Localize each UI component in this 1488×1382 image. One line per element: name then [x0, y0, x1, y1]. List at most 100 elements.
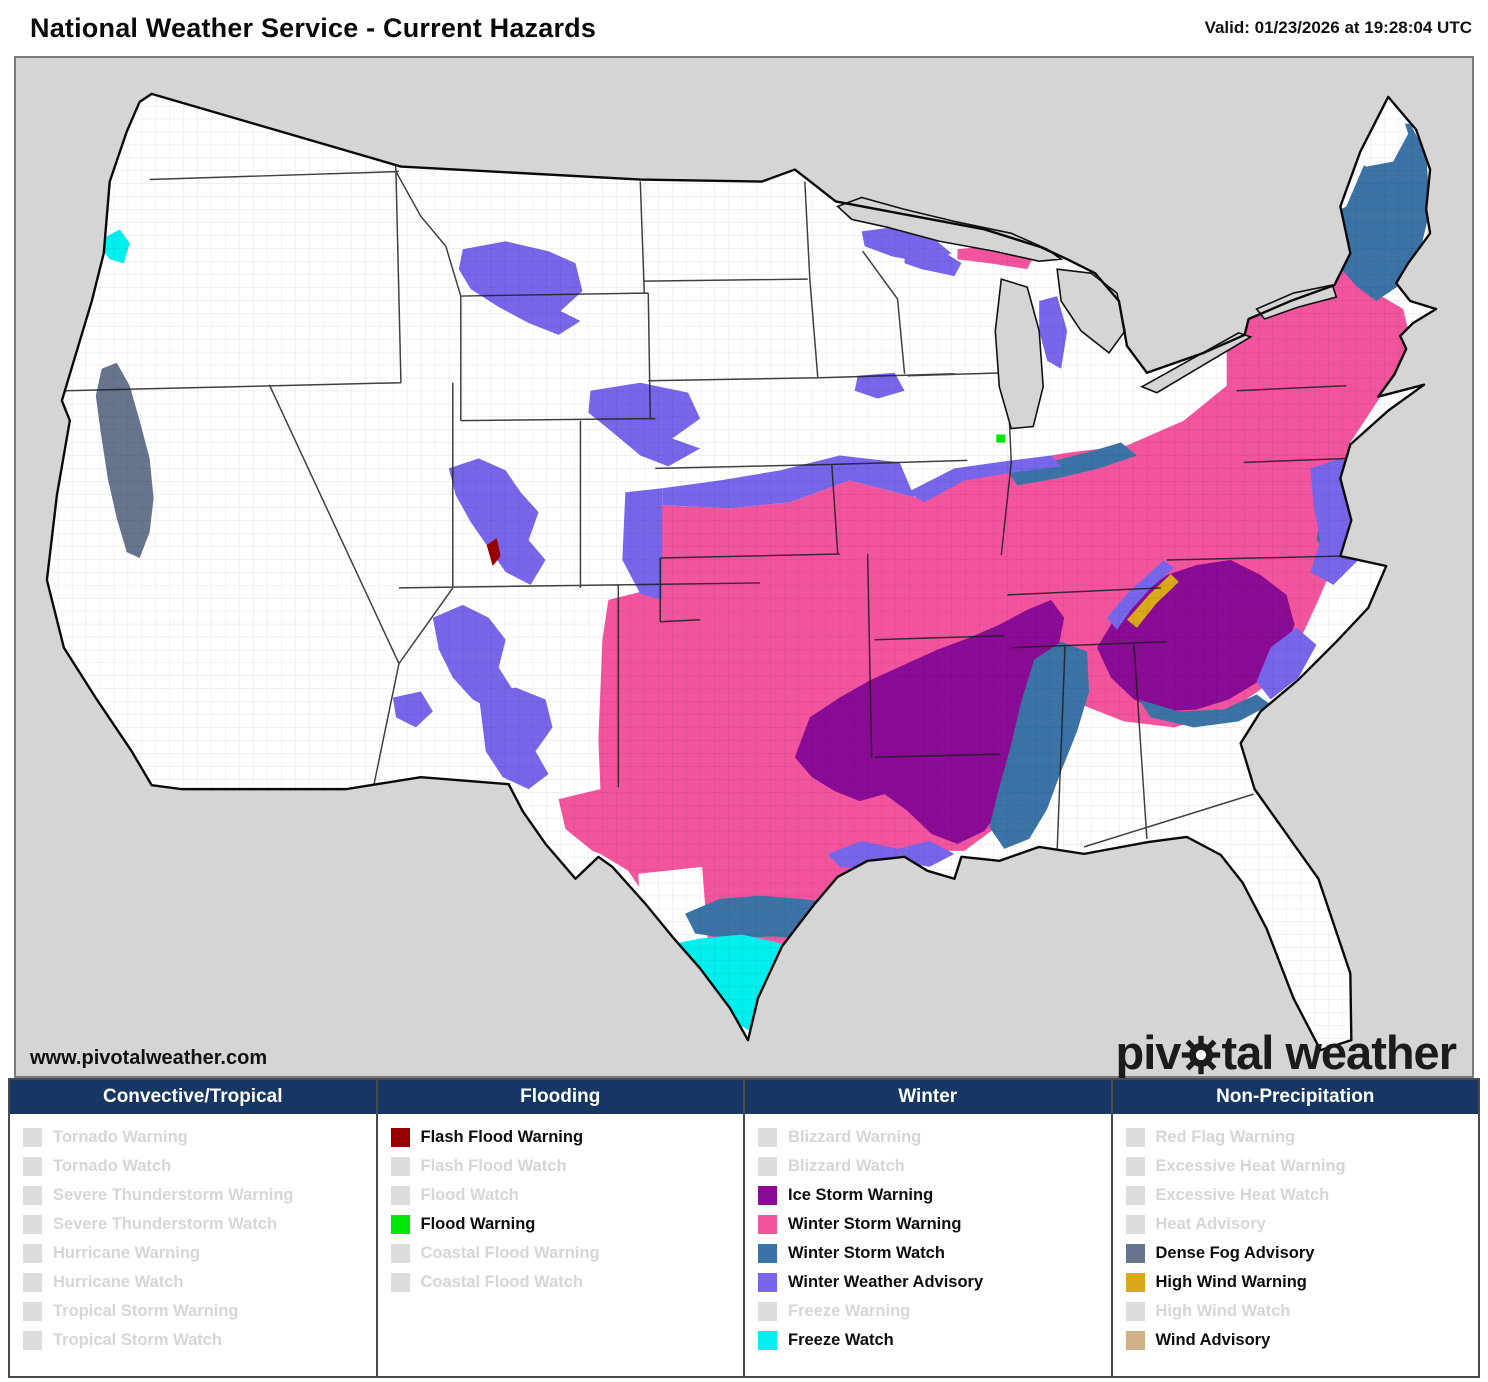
legend-header-winter: Winter — [745, 1080, 1111, 1114]
high-wind-watch-swatch — [1125, 1302, 1145, 1321]
coastal-flood-warning-swatch — [390, 1244, 410, 1263]
legend-item-winter-storm-watch: Winter Storm Watch — [758, 1239, 1111, 1268]
blizzard-warning-swatch — [758, 1128, 777, 1147]
excessive-heat-watch-swatch — [1125, 1186, 1145, 1205]
legend-item-label: Tropical Storm Watch — [53, 1331, 222, 1349]
legend-item-label: Blizzard Warning — [788, 1128, 922, 1146]
winter-storm-watch-swatch — [758, 1244, 777, 1263]
legend-item-tropical-storm-warning: Tropical Storm Warning — [23, 1297, 376, 1326]
legend-item-label: Winter Storm Warning — [788, 1215, 962, 1233]
severe-thunderstorm-warning-swatch — [23, 1186, 42, 1205]
freeze-warning-swatch — [758, 1302, 777, 1321]
tropical-storm-watch-swatch — [23, 1331, 42, 1350]
legend-column-convective-tropical: Convective/Tropical Tornado Warning Tornad… — [10, 1080, 378, 1376]
legend-item-label: High Wind Watch — [1155, 1302, 1291, 1320]
legend-item-winter-storm-warning: Winter Storm Warning — [758, 1210, 1111, 1239]
heat-advisory-swatch — [1125, 1215, 1145, 1234]
flood-watch-swatch — [390, 1186, 410, 1205]
legend-item-label: Tornado Watch — [53, 1157, 172, 1175]
legend-item-label: Flash Flood Warning — [420, 1128, 584, 1146]
legend-item-dense-fog-advisory: Dense Fog Advisory — [1125, 1239, 1479, 1268]
legend-item-blizzard-watch: Blizzard Watch — [758, 1152, 1111, 1181]
legend-item-label: Flash Flood Watch — [420, 1157, 567, 1175]
legend-item-label: Severe Thunderstorm Warning — [53, 1186, 294, 1204]
red-flag-warning-swatch — [1125, 1128, 1145, 1147]
legend-item-label: Wind Advisory — [1155, 1331, 1271, 1349]
ice-storm-warning-swatch — [758, 1186, 777, 1205]
us-outline — [45, 92, 1438, 1052]
legend-item-coastal-flood-warning: Coastal Flood Warning — [390, 1239, 744, 1268]
high-wind-warning-swatch — [1125, 1273, 1145, 1292]
legend-item-ice-storm-warning: Ice Storm Warning — [758, 1181, 1111, 1210]
legend-item-high-wind-warning: High Wind Warning — [1125, 1268, 1479, 1297]
winter-weather-advisory-swatch — [758, 1273, 777, 1292]
legend-item-tornado-warning: Tornado Warning — [23, 1123, 376, 1152]
pivotal-weather-logo: piv tal weather — [1115, 1026, 1457, 1079]
legend-item-flash-flood-watch: Flash Flood Watch — [390, 1152, 744, 1181]
excessive-heat-warning-swatch — [1125, 1157, 1145, 1176]
legend-item-red-flag-warning: Red Flag Warning — [1125, 1123, 1479, 1152]
legend-item-coastal-flood-watch: Coastal Flood Watch — [390, 1268, 744, 1297]
legend-item-label: Freeze Watch — [788, 1331, 894, 1349]
legend-item-label: Dense Fog Advisory — [1155, 1244, 1315, 1262]
legend-item-label: Hurricane Warning — [53, 1244, 200, 1262]
legend-header-flooding: Flooding — [377, 1080, 743, 1114]
titlebar: National Weather Service - Current Hazar… — [0, 0, 1488, 56]
legend-item-severe-thunderstorm-watch: Severe Thunderstorm Watch — [23, 1210, 376, 1239]
legend-item-label: Flood Watch — [420, 1186, 519, 1204]
logo-text-pre: piv — [1115, 1026, 1182, 1079]
legend-item-label: Flood Warning — [420, 1215, 536, 1233]
hazards-map[interactable]: www.pivotalweather.com piv tal weather — [14, 56, 1474, 1078]
legend-item-tornado-watch: Tornado Watch — [23, 1152, 376, 1181]
legend-item-label: Coastal Flood Warning — [420, 1244, 600, 1262]
legend-item-label: Winter Weather Advisory — [788, 1273, 984, 1291]
legend-item-high-wind-watch: High Wind Watch — [1125, 1297, 1479, 1326]
legend-item-label: Severe Thunderstorm Watch — [53, 1215, 278, 1233]
tornado-warning-swatch — [23, 1128, 42, 1147]
flash-flood-watch-swatch — [390, 1157, 410, 1176]
legend-item-flash-flood-warning: Flash Flood Warning — [390, 1123, 744, 1152]
legend-item-wind-advisory: Wind Advisory — [1125, 1326, 1479, 1355]
legend-item-severe-thunderstorm-warning: Severe Thunderstorm Warning — [23, 1181, 376, 1210]
legend-item-heat-advisory: Heat Advisory — [1125, 1210, 1479, 1239]
legend-item-label: Tornado Warning — [53, 1128, 188, 1146]
legend-items: Flash Flood Warning Flash Flood Watch Floo… — [378, 1114, 744, 1297]
legend-column-flooding: Flooding Flash Flood Warning Flash Flood W… — [377, 1080, 745, 1376]
lake-ontario — [1255, 284, 1338, 320]
legend-item-excessive-heat-warning: Excessive Heat Warning — [1125, 1152, 1479, 1181]
wind-advisory-swatch — [1125, 1331, 1145, 1350]
gear-icon — [1182, 1035, 1221, 1074]
legend-item-blizzard-warning: Blizzard Warning — [758, 1123, 1111, 1152]
legend-header-convective-tropical: Convective/Tropical — [10, 1080, 376, 1114]
coastal-flood-watch-swatch — [390, 1273, 410, 1292]
hurricane-warning-swatch — [23, 1244, 42, 1263]
severe-thunderstorm-watch-swatch — [23, 1215, 42, 1234]
legend-item-label: Winter Storm Watch — [788, 1244, 945, 1262]
flood-warning-swatch — [390, 1215, 410, 1234]
legend-item-label: Coastal Flood Watch — [420, 1273, 584, 1291]
legend-items: Red Flag Warning Excessive Heat Warning Ex… — [1113, 1114, 1479, 1355]
legend-item-label: Red Flag Warning — [1155, 1128, 1296, 1146]
legend-item-label: Freeze Warning — [788, 1302, 911, 1320]
legend-column-non-precipitation: Non-Precipitation Red Flag Warning Excessi… — [1112, 1080, 1479, 1376]
legend-item-label: Excessive Heat Warning — [1155, 1157, 1346, 1175]
legend-item-winter-weather-advisory: Winter Weather Advisory — [758, 1268, 1111, 1297]
legend-item-label: Heat Advisory — [1155, 1215, 1266, 1233]
legend-item-label: Ice Storm Warning — [788, 1186, 934, 1204]
us-hazards-svg — [16, 58, 1472, 1076]
legend-item-freeze-watch: Freeze Watch — [758, 1326, 1111, 1355]
legend-items: Blizzard Warning Blizzard Watch Ice Storm … — [745, 1114, 1111, 1355]
state-borders — [65, 93, 1351, 851]
freeze-watch-swatch — [758, 1331, 777, 1350]
logo-text-post: tal weather — [1221, 1026, 1457, 1079]
tropical-storm-warning-swatch — [23, 1302, 42, 1321]
legend-item-flood-watch: Flood Watch — [390, 1181, 744, 1210]
flash-flood-warning-swatch — [390, 1128, 410, 1147]
legend-items: Tornado Warning Tornado Watch Severe Thund… — [10, 1114, 376, 1355]
legend-header-non-precipitation: Non-Precipitation — [1112, 1080, 1478, 1114]
hurricane-watch-swatch — [23, 1273, 42, 1292]
lake-michigan — [994, 278, 1044, 430]
blizzard-watch-swatch — [758, 1157, 777, 1176]
legend-item-tropical-storm-watch: Tropical Storm Watch — [23, 1326, 376, 1355]
legend-item-hurricane-warning: Hurricane Warning — [23, 1239, 376, 1268]
